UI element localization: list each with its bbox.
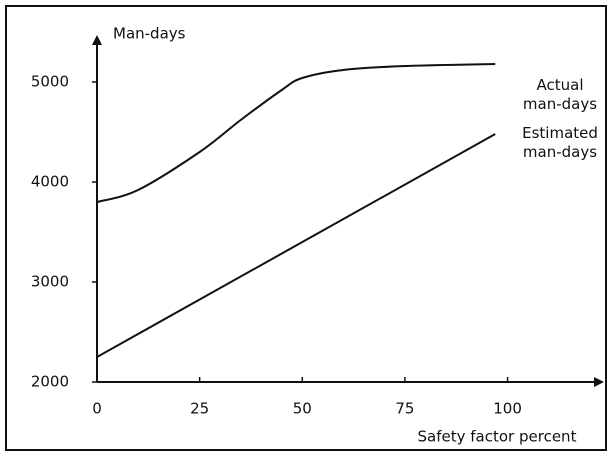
y-axis-label: Man-days: [113, 25, 186, 43]
x-tick-label: 100: [493, 400, 522, 418]
x-tick-label: 0: [92, 400, 102, 418]
frame: [5, 5, 607, 451]
y-tick-label: 3000: [31, 273, 69, 291]
y-axis-arrow: [92, 35, 102, 45]
x-tick-label: 25: [190, 400, 209, 418]
series-line: [96, 133, 496, 358]
series-label: Actual man-days: [522, 76, 598, 113]
series-line: [96, 63, 496, 203]
y-tick-label: 2000: [31, 373, 69, 391]
y-tick-label: 4000: [31, 173, 69, 191]
x-axis-arrow: [594, 377, 604, 387]
y-tick-label: 5000: [31, 73, 69, 91]
series-label: Estimated man-days: [522, 124, 598, 161]
x-tick-label: 50: [293, 400, 312, 418]
x-axis-label: Safety factor percent: [418, 428, 577, 446]
x-tick-label: 75: [395, 400, 414, 418]
